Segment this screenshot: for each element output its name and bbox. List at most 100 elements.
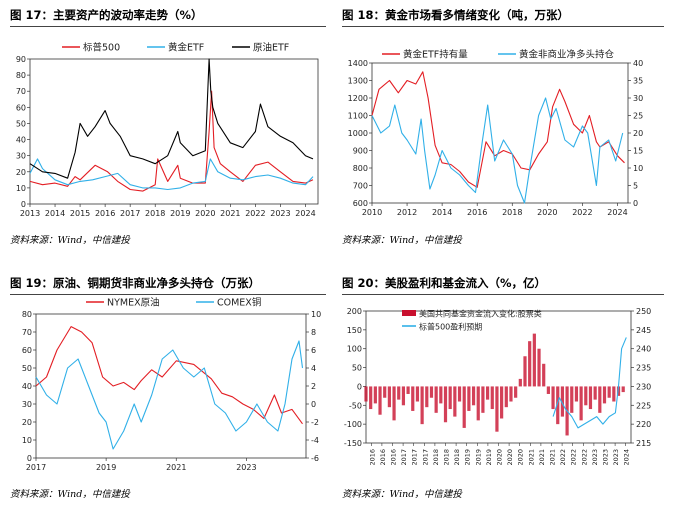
y-tick-label: 40 [22,382,32,391]
y2-tick-label: 30 [633,94,643,103]
x-tick-label: 2016 [368,449,376,466]
y2-tick-label: 215 [636,439,651,448]
bar [509,386,513,402]
x-tick-label: 2019 [464,449,472,466]
x-tick-label: 2022 [559,449,567,466]
title-divider [10,26,326,27]
bar [551,386,555,410]
x-tick-label: 2017 [411,449,419,466]
x-tick-label: 2024 [607,208,627,217]
source-note: 资料来源：Wind，中信建投 [342,235,462,246]
y-tick-label: 200 [347,307,362,316]
bar [542,363,546,387]
y2-tick-label: 220 [636,420,651,429]
y-tick-label: 1200 [348,94,368,103]
bar [397,386,401,400]
y2-tick-label: 5 [633,182,638,191]
y2-tick-label: 0 [633,199,638,208]
y2-tick-label: -4 [311,436,319,445]
title-divider [342,294,664,295]
panel-title: 图 20：美股盈利和基金流入（%，亿） [342,276,547,290]
x-tick-label: 2020 [506,449,514,466]
bar [593,386,597,400]
y-tick-label: -150 [344,439,362,448]
x-tick-label: 2016 [390,449,398,466]
y2-tick-label: 10 [311,310,321,319]
y-tick-label: 0 [27,454,32,463]
y-tick-label: 100 [347,345,362,354]
series-line [35,326,303,425]
x-tick-label: 2023 [591,449,599,466]
x-tick-label: 2018 [443,449,451,466]
x-tick-label: 2022 [570,449,578,466]
panel-title: 图 18：黄金市场看多情绪变化（吨，万张） [342,8,570,22]
y-tick-label: 50 [16,119,26,128]
y-tick-label: 0 [357,382,362,391]
bar [378,386,382,415]
x-tick-label: 2010 [362,208,382,217]
y-tick-label: 20 [22,418,32,427]
bar [518,378,522,387]
bar [443,386,448,423]
bar [369,386,373,410]
bar [616,386,621,396]
legend-swatch [402,310,416,316]
x-tick-label: 2019 [96,463,116,472]
y-tick-label: 90 [16,55,26,64]
title-divider [10,294,326,295]
bar [598,386,602,413]
y-tick-label: 1300 [348,77,368,86]
legend-label: 美国共同基金资金流入变化:股票类 [419,309,542,319]
x-tick-label: 2018 [432,449,440,466]
y-tick-label: 800 [353,164,368,173]
series-line [29,158,314,191]
bar [434,386,438,413]
bar [453,386,457,417]
y-tick-label: 30 [22,400,32,409]
x-tick-label: 2017 [421,449,429,466]
y-tick-label: 900 [353,147,368,156]
bar [528,341,532,387]
x-tick-label: 2022 [580,449,588,466]
y-tick-label: 1100 [348,112,368,121]
series-line [29,58,314,179]
bar [621,386,625,393]
bar [574,386,579,402]
x-tick-label: 2020 [517,449,525,466]
y2-tick-label: 230 [636,382,651,391]
bar [607,386,611,398]
y-tick-label: 70 [16,87,26,96]
y2-tick-label: 35 [633,77,643,86]
x-tick-label: 2014 [432,208,452,217]
bar [457,386,462,402]
bar [392,386,396,421]
y-tick-label: 1400 [348,59,368,68]
legend-label: 黄金ETF [168,42,204,54]
y-tick-label: 1000 [348,129,368,138]
y2-tick-label: 225 [636,401,651,410]
x-tick-label: 2021 [220,209,240,218]
x-tick-label: 2013 [20,209,40,218]
y2-tick-label: 25 [633,112,643,121]
x-tick-label: 2020 [537,208,557,217]
x-tick-label: 2021 [538,449,546,466]
x-tick-label: 2023 [612,449,620,466]
y-tick-label: 40 [16,136,26,145]
y2-tick-label: 2 [311,382,316,391]
bar [514,386,518,398]
bar [406,386,410,394]
y-tick-label: 60 [22,346,32,355]
x-tick-label: 2020 [195,209,215,218]
y2-tick-label: 240 [636,345,651,354]
y-tick-label: 150 [347,326,362,335]
y-tick-label: 600 [353,199,368,208]
y-tick-label: 80 [22,310,32,319]
x-tick-label: 2022 [245,209,265,218]
bar [462,386,466,428]
x-tick-label: 2023 [602,449,610,466]
bar [467,386,471,411]
series-line [35,340,304,450]
bar [523,356,527,387]
